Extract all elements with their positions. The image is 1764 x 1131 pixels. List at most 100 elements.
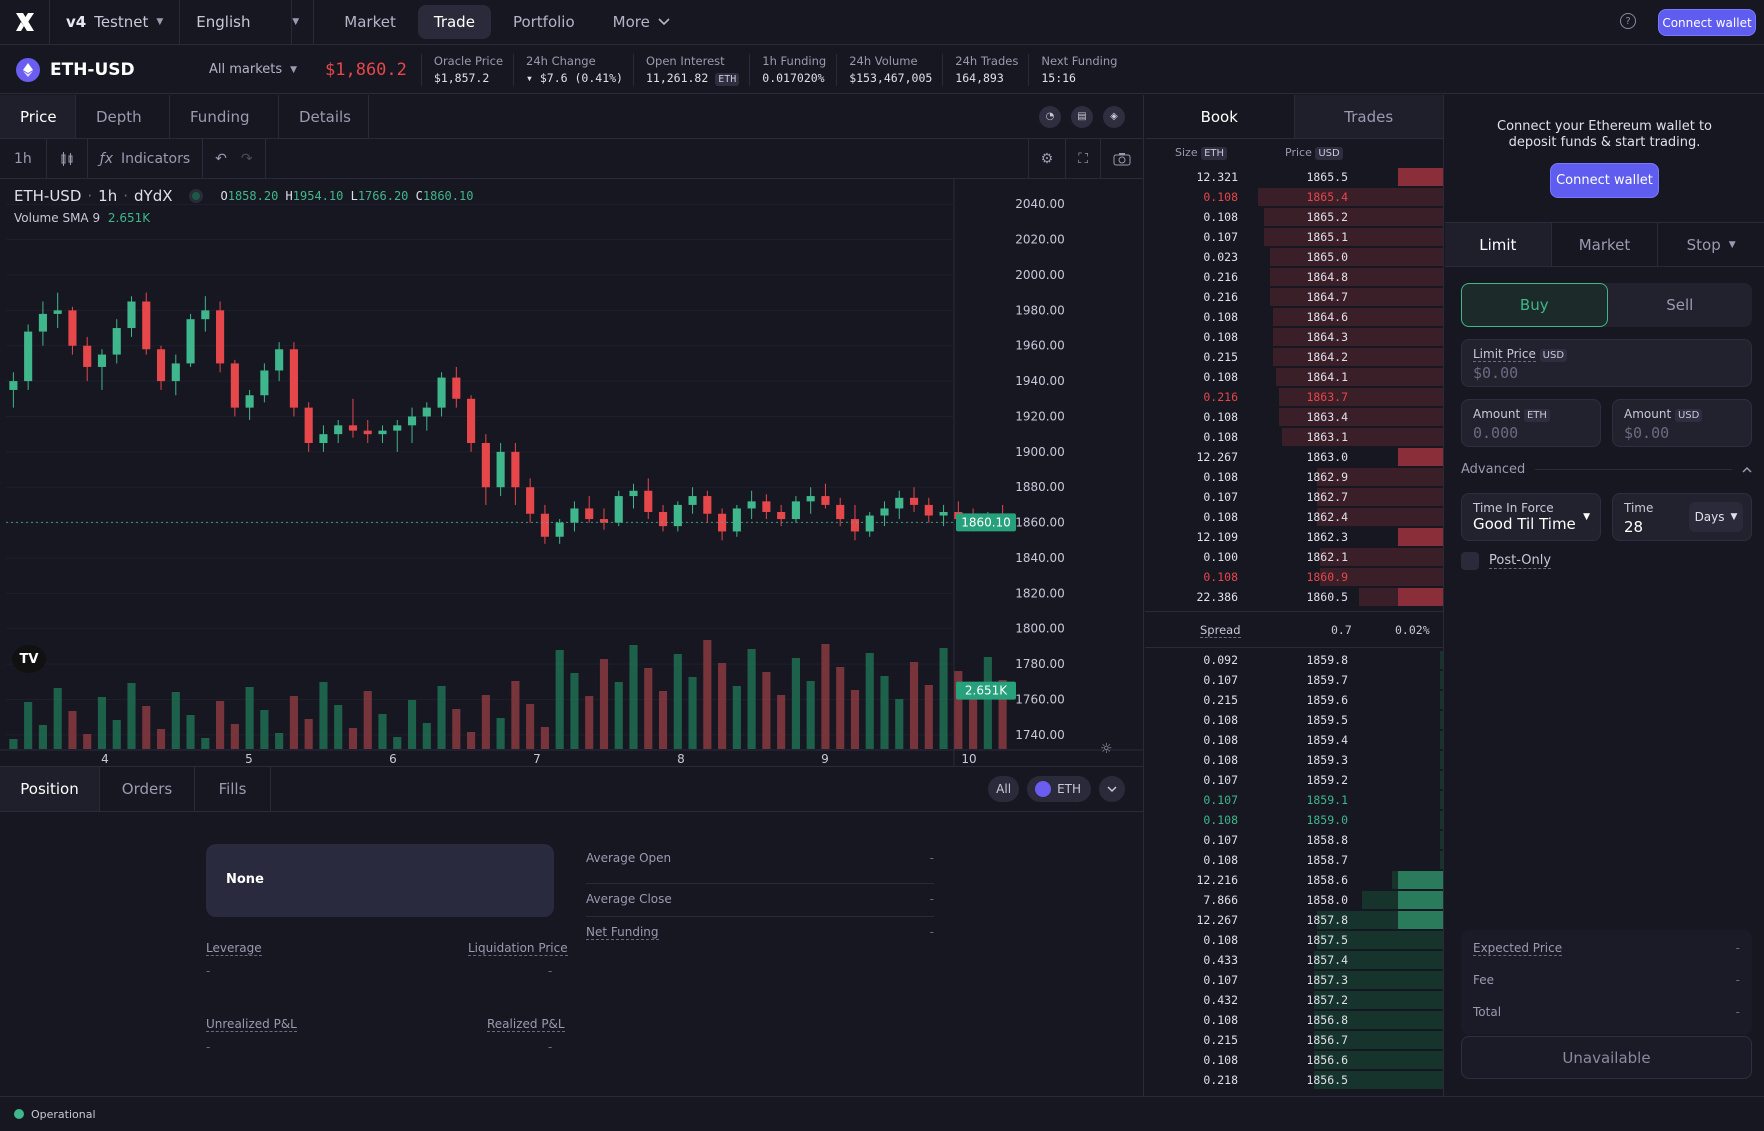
bid-row[interactable]: 12.216 1858.6	[1145, 870, 1443, 890]
bid-row[interactable]: 0.108 1859.4	[1145, 730, 1443, 750]
bid-row[interactable]: 0.108 1856.8	[1145, 1010, 1443, 1030]
time-input[interactable]: 28	[1624, 518, 1644, 536]
nav-portfolio[interactable]: Portfolio	[512, 13, 575, 31]
amount-eth-field[interactable]: Amount ETH 0.000	[1461, 399, 1601, 447]
bid-row[interactable]: 0.215 1859.6	[1145, 690, 1443, 710]
ask-row[interactable]: 12.321 1865.5	[1145, 167, 1443, 187]
chart-settings-icon[interactable]: ☼	[1100, 741, 1113, 757]
ask-row[interactable]: 0.108 1865.4	[1145, 187, 1443, 207]
nav-more[interactable]: More	[597, 5, 686, 39]
ask-row[interactable]: 0.108 1864.6	[1145, 307, 1443, 327]
undo-icon[interactable]: ↶	[215, 150, 227, 167]
ask-row[interactable]: 0.107 1865.1	[1145, 227, 1443, 247]
orders-icon[interactable]: ▤	[1071, 105, 1093, 128]
chart-style-icon[interactable]: ◔	[1039, 105, 1061, 128]
bid-row[interactable]: 0.108 1857.5	[1145, 930, 1443, 950]
tab-fills[interactable]: Fills	[195, 767, 271, 811]
connect-wallet-button[interactable]: Connect wallet	[1550, 163, 1659, 198]
tab-funding[interactable]: Funding	[170, 95, 279, 138]
advanced-toggle[interactable]: Advanced	[1461, 462, 1752, 477]
bid-row[interactable]: 0.107 1858.8	[1145, 830, 1443, 850]
tab-orders[interactable]: Orders	[100, 767, 195, 811]
ask-row[interactable]: 0.108 1863.1	[1145, 427, 1443, 447]
indicators-button[interactable]: ƒx Indicators	[88, 138, 204, 179]
nav-market[interactable]: Market	[344, 13, 396, 31]
post-only-checkbox[interactable]	[1461, 552, 1479, 570]
bid-row[interactable]: 0.108 1858.7	[1145, 850, 1443, 870]
ask-row[interactable]: 0.023 1865.0	[1145, 247, 1443, 267]
tab-book[interactable]: Book	[1145, 95, 1295, 138]
limit-price-field[interactable]: Limit Price USD $0.00	[1461, 339, 1752, 387]
bid-row[interactable]: 7.866 1858.0	[1145, 890, 1443, 910]
amount-usd-input[interactable]: $0.00	[1624, 424, 1670, 442]
ask-row[interactable]: 0.107 1862.7	[1145, 487, 1443, 507]
filter-eth[interactable]: ETH	[1027, 776, 1091, 802]
tab-market[interactable]: Market	[1552, 223, 1659, 266]
buy-button[interactable]: Buy	[1461, 283, 1608, 327]
fullscreen-icon[interactable]: ⛶	[1066, 138, 1101, 179]
tab-limit[interactable]: Limit	[1445, 223, 1552, 266]
tab-position[interactable]: Position	[0, 767, 100, 811]
time-field[interactable]: Time 28 Days ▼	[1612, 493, 1752, 541]
interval-button[interactable]: 1h	[0, 138, 47, 179]
tab-stop[interactable]: Stop ▼	[1658, 223, 1764, 266]
sell-button[interactable]: Sell	[1666, 296, 1694, 314]
help-icon[interactable]: ?	[1620, 13, 1636, 29]
ask-row[interactable]: 0.108 1862.4	[1145, 507, 1443, 527]
time-in-force-select[interactable]: Time In Force Good Til Time ▼	[1461, 493, 1601, 541]
candlestick-chart[interactable]: 2040.00 2020.00 2000.00 1980.00 1960.00 1940.…	[0, 179, 1143, 766]
camera-icon[interactable]	[1101, 139, 1143, 179]
bid-row[interactable]: 0.108 1859.3	[1145, 750, 1443, 770]
settings-gear-icon[interactable]: ⚙	[1027, 138, 1067, 179]
ask-row[interactable]: 0.216 1864.7	[1145, 287, 1443, 307]
amount-usd-field[interactable]: Amount USD $0.00	[1612, 399, 1752, 447]
ask-row[interactable]: 0.108 1864.1	[1145, 367, 1443, 387]
ask-row[interactable]: 0.108 1860.9	[1145, 567, 1443, 587]
bid-row[interactable]: 0.107 1859.7	[1145, 670, 1443, 690]
expand-chevron-icon[interactable]	[1099, 776, 1125, 802]
candle-type-icon[interactable]	[47, 138, 88, 179]
ask-row[interactable]: 12.267 1863.0	[1145, 447, 1443, 467]
unavailable-button[interactable]: Unavailable	[1461, 1036, 1752, 1079]
ask-row[interactable]: 0.108 1862.9	[1145, 467, 1443, 487]
language-caret[interactable]: ▼	[292, 0, 315, 45]
ask-row[interactable]: 0.108 1864.3	[1145, 327, 1443, 347]
dydx-logo[interactable]	[0, 0, 50, 45]
bid-row[interactable]: 0.108 1859.0	[1145, 810, 1443, 830]
ask-row[interactable]: 0.108 1865.2	[1145, 207, 1443, 227]
status-label[interactable]: Operational	[31, 1107, 96, 1121]
network-selector[interactable]: v4 Testnet ▼	[50, 0, 181, 45]
limit-price-input[interactable]: $0.00	[1473, 364, 1519, 382]
bid-row[interactable]: 0.218 1856.5	[1145, 1070, 1443, 1090]
amount-eth-input[interactable]: 0.000	[1473, 424, 1519, 442]
bid-row[interactable]: 0.107 1857.3	[1145, 970, 1443, 990]
price-chart[interactable]: 2040.00 2020.00 2000.00 1980.00 1960.00 1940.…	[0, 179, 1143, 766]
connect-wallet-button[interactable]: Connect wallet	[1658, 9, 1756, 36]
bid-row[interactable]: 0.107 1859.1	[1145, 790, 1443, 810]
bid-row[interactable]: 0.215 1856.7	[1145, 1030, 1443, 1050]
ask-row[interactable]: 0.216 1864.8	[1145, 267, 1443, 287]
all-markets-dropdown[interactable]: All markets ▼	[209, 62, 313, 77]
bid-row[interactable]: 12.267 1857.8	[1145, 910, 1443, 930]
nav-trade[interactable]: Trade	[417, 5, 491, 39]
ask-row[interactable]: 12.109 1862.3	[1145, 527, 1443, 547]
ask-row[interactable]: 22.386 1860.5	[1145, 587, 1443, 607]
tab-details[interactable]: Details	[279, 95, 369, 138]
bid-row[interactable]: 0.092 1859.8	[1145, 650, 1443, 670]
bid-row[interactable]: 0.107 1859.2	[1145, 770, 1443, 790]
tab-price[interactable]: Price	[0, 95, 76, 138]
bid-row[interactable]: 0.433 1857.4	[1145, 950, 1443, 970]
ask-row[interactable]: 0.216 1863.7	[1145, 387, 1443, 407]
ask-row[interactable]: 0.215 1864.2	[1145, 347, 1443, 367]
ask-row[interactable]: 0.100 1862.1	[1145, 547, 1443, 567]
bid-row[interactable]: 0.108 1856.6	[1145, 1050, 1443, 1070]
bid-row[interactable]: 0.108 1859.5	[1145, 710, 1443, 730]
language-selector[interactable]: English	[180, 0, 293, 45]
bid-row[interactable]: 0.432 1857.2	[1145, 990, 1443, 1010]
filter-all[interactable]: All	[988, 776, 1020, 802]
time-unit-select[interactable]: Days ▼	[1689, 502, 1743, 532]
tab-depth[interactable]: Depth	[76, 95, 170, 138]
redo-icon[interactable]: ↷	[240, 150, 253, 167]
shield-icon[interactable]: ◈	[1103, 105, 1125, 128]
ask-row[interactable]: 0.108 1863.4	[1145, 407, 1443, 427]
